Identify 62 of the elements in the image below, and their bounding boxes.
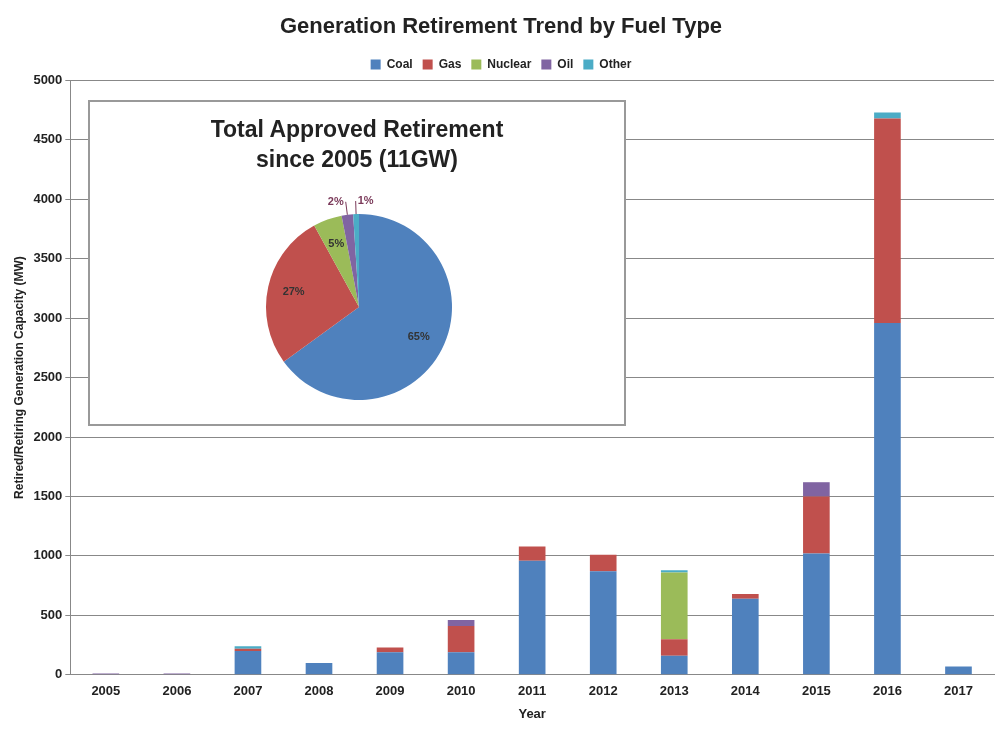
legend-label: Nuclear [487,56,532,71]
bar [803,553,830,675]
x-tick-label: 2011 [518,683,547,699]
bar [447,652,475,675]
legend-label: Gas [438,56,462,71]
bar [376,647,404,653]
data-label: 5% [328,237,345,250]
x-tick-label: 2014 [730,683,761,699]
data-label: 27% [282,285,305,298]
bar [518,546,546,561]
y-tick-label: 5000 [33,71,63,87]
bar [589,554,617,572]
data-label: 2% [327,194,344,207]
bar [660,639,688,656]
y-tick-label: 2500 [33,369,63,385]
x-tick-label: 2006 [162,683,192,699]
bar [447,620,475,627]
bar [732,598,759,675]
x-tick-label: 2016 [872,683,902,699]
bar [803,496,830,554]
bar [874,322,901,675]
data-label: 1% [357,194,374,207]
x-axis-title: Year [518,705,546,721]
x-tick-label: 2010 [446,683,476,699]
y-tick-label: 3000 [33,309,63,325]
bar [589,571,617,675]
bar [874,118,901,323]
legend-label: Oil [557,56,574,71]
bar [803,482,830,497]
y-tick-label: 0 [55,666,63,682]
bar [518,560,546,675]
chart-title: Total Approved Retirement since 2005 (11GW) [209,115,505,174]
x-tick-label: 2012 [588,683,618,699]
legend-label: Coal [386,56,413,71]
bar [660,655,688,675]
y-tick-label: 4500 [33,131,63,147]
y-tick-label: 2000 [33,428,63,444]
y-tick-label: 1000 [33,547,63,563]
chart-title: Generation Retirement Trend by Fuel Type [279,13,723,39]
x-tick-label: 2005 [91,683,121,699]
x-tick-label: 2008 [304,683,334,699]
x-tick-label: 2017 [944,683,973,699]
x-tick-label: 2007 [233,683,263,699]
bar [660,570,688,573]
y-tick-label: 500 [40,606,63,622]
x-tick-label: 2009 [375,683,405,699]
y-axis-title: Retired/Retiring Generation Capacity (MW) [11,256,26,499]
legend-label: Other [599,56,632,71]
bar [234,651,262,675]
bar [376,652,404,675]
bar [305,662,333,675]
data-label: 65% [407,330,430,343]
bar [945,666,972,675]
bar [660,572,688,640]
x-tick-label: 2013 [659,683,689,699]
bar [732,593,759,599]
y-tick-label: 1500 [33,488,63,504]
bar [874,112,901,119]
bar [447,626,475,653]
y-tick-label: 3500 [33,250,63,266]
x-tick-label: 2015 [801,683,831,699]
y-tick-label: 4000 [33,190,63,206]
